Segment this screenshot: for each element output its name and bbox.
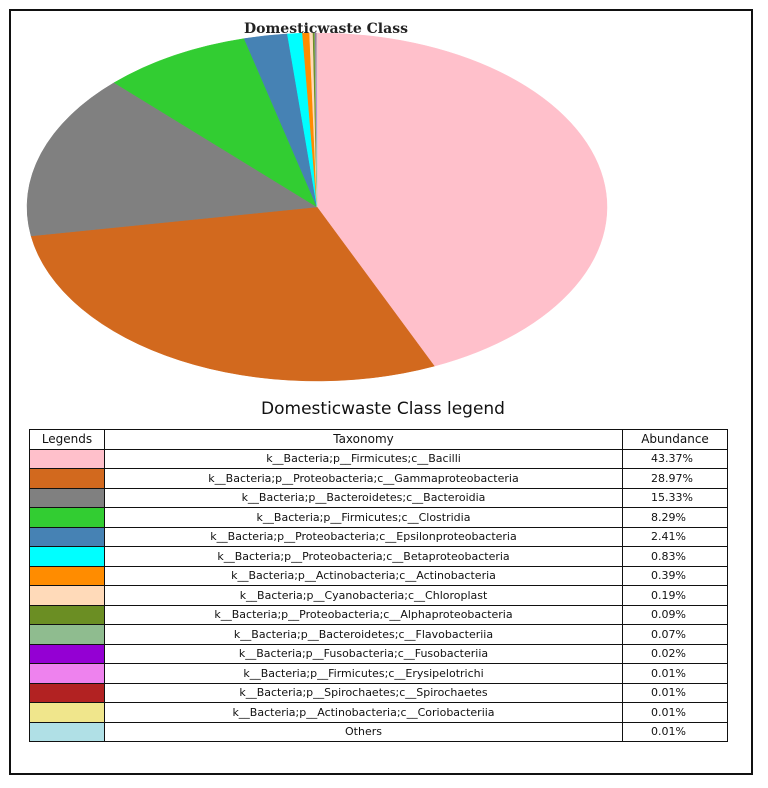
legend-row: k__Bacteria;p__Bacteroidetes;c__Flavobac… [29, 624, 728, 645]
pie-chart [26, 32, 608, 382]
legend-row: k__Bacteria;p__Actinobacteria;c__Corioba… [29, 702, 728, 723]
pie-slice [26, 82, 318, 237]
legend-title: Domesticwaste Class legend [261, 399, 505, 419]
header-legends: Legends [29, 429, 105, 450]
legend-swatch-cell [29, 702, 105, 723]
legend-row: k__Bacteria;p__Firmicutes;c__Erysipelotr… [29, 663, 728, 684]
header-taxonomy: Taxonomy [104, 429, 623, 450]
legend-abundance: 15.33% [622, 487, 728, 508]
legend-row: k__Bacteria;p__Proteobacteria;c__Gammapr… [29, 468, 728, 489]
legend-swatch-cell [29, 604, 105, 625]
legend-swatch-cell [29, 507, 105, 528]
legend-row: k__Bacteria;p__Firmicutes;c__Bacilli 43.3… [29, 448, 728, 469]
legend-swatch-cell [29, 468, 105, 489]
chart-title: Domesticwaste Class [244, 21, 408, 37]
figure-frame: Domesticwaste Class Domesticwaste Class … [9, 9, 753, 775]
pie-slice [113, 38, 318, 208]
legend-abundance: 0.09% [622, 604, 728, 625]
legend-abundance: 0.01% [622, 721, 728, 742]
pie-slice [316, 32, 608, 367]
header-abundance: Abundance [622, 429, 728, 450]
legend-taxonomy: k__Bacteria;p__Proteobacteria;c__Epsilon… [104, 526, 623, 547]
legend-abundance: 8.29% [622, 507, 728, 528]
legend-taxonomy: k__Bacteria;p__Proteobacteria;c__Alphapr… [104, 604, 623, 625]
legend-row: k__Bacteria;p__Proteobacteria;c__Alphapr… [29, 604, 728, 625]
legend-abundance: 0.07% [622, 624, 728, 645]
legend-abundance: 43.37% [622, 448, 728, 469]
legend-swatch [30, 625, 104, 644]
legend-swatch [30, 488, 104, 507]
legend-taxonomy: k__Bacteria;p__Firmicutes;c__Bacilli [104, 448, 623, 469]
legend-swatch [30, 586, 104, 605]
legend-abundance: 0.83% [622, 546, 728, 567]
legend-taxonomy: k__Bacteria;p__Bacteroidetes;c__Flavobac… [104, 624, 623, 645]
legend-swatch [30, 469, 104, 488]
legend-abundance: 0.02% [622, 643, 728, 664]
legend-swatch [30, 449, 104, 468]
legend-swatch-cell [29, 546, 105, 567]
legend-taxonomy: k__Bacteria;p__Bacteroidetes;c__Bacteroi… [104, 487, 623, 508]
legend-swatch [30, 605, 104, 624]
legend-row: k__Bacteria;p__Proteobacteria;c__Betapro… [29, 546, 728, 567]
legend-swatch [30, 508, 104, 527]
legend-swatch [30, 664, 104, 683]
legend-row: k__Bacteria;p__Bacteroidetes;c__Bacteroi… [29, 487, 728, 508]
legend-row: k__Bacteria;p__Fusobacteria;c__Fusobacte… [29, 643, 728, 664]
legend-table: Legends Taxonomy Abundance k__Bacteria;p… [29, 429, 728, 742]
pie-slice [30, 206, 435, 382]
legend-row: Others 0.01% [29, 721, 728, 742]
legend-swatch-cell [29, 487, 105, 508]
legend-taxonomy: k__Bacteria;p__Firmicutes;c__Clostridia [104, 507, 623, 528]
legend-taxonomy: k__Bacteria;p__Proteobacteria;c__Gammapr… [104, 468, 623, 489]
legend-row: k__Bacteria;p__Proteobacteria;c__Epsilon… [29, 526, 728, 547]
legend-abundance: 0.19% [622, 585, 728, 606]
legend-abundance: 28.97% [622, 468, 728, 489]
legend-abundance: 0.01% [622, 702, 728, 723]
legend-swatch [30, 722, 104, 741]
legend-taxonomy: k__Bacteria;p__Proteobacteria;c__Betapro… [104, 546, 623, 567]
legend-abundance: 0.01% [622, 682, 728, 703]
legend-header-row: Legends Taxonomy Abundance [29, 429, 728, 450]
legend-swatch-cell [29, 448, 105, 469]
legend-swatch [30, 644, 104, 663]
legend-swatch [30, 547, 104, 566]
legend-swatch-cell [29, 663, 105, 684]
legend-row: k__Bacteria;p__Spirochaetes;c__Spirochae… [29, 682, 728, 703]
legend-abundance: 0.01% [622, 663, 728, 684]
legend-swatch-cell [29, 565, 105, 586]
legend-swatch [30, 703, 104, 722]
legend-swatch-cell [29, 624, 105, 645]
legend-taxonomy: k__Bacteria;p__Actinobacteria;c__Actinob… [104, 565, 623, 586]
legend-taxonomy: k__Bacteria;p__Fusobacteria;c__Fusobacte… [104, 643, 623, 664]
legend-row: k__Bacteria;p__Actinobacteria;c__Actinob… [29, 565, 728, 586]
legend-taxonomy: k__Bacteria;p__Firmicutes;c__Erysipelotr… [104, 663, 623, 684]
legend-abundance: 2.41% [622, 526, 728, 547]
legend-swatch-cell [29, 526, 105, 547]
legend-swatch-cell [29, 585, 105, 606]
legend-swatch-cell [29, 643, 105, 664]
legend-abundance: 0.39% [622, 565, 728, 586]
legend-taxonomy: k__Bacteria;p__Actinobacteria;c__Corioba… [104, 702, 623, 723]
legend-row: k__Bacteria;p__Firmicutes;c__Clostridia 8… [29, 507, 728, 528]
legend-row: k__Bacteria;p__Cyanobacteria;c__Chloropl… [29, 585, 728, 606]
legend-taxonomy: Others [104, 721, 623, 742]
legend-swatch [30, 683, 104, 702]
legend-swatch-cell [29, 721, 105, 742]
legend-taxonomy: k__Bacteria;p__Cyanobacteria;c__Chloropl… [104, 585, 623, 606]
legend-taxonomy: k__Bacteria;p__Spirochaetes;c__Spirochae… [104, 682, 623, 703]
legend-swatch-cell [29, 682, 105, 703]
legend-swatch [30, 527, 104, 546]
legend-swatch [30, 566, 104, 585]
